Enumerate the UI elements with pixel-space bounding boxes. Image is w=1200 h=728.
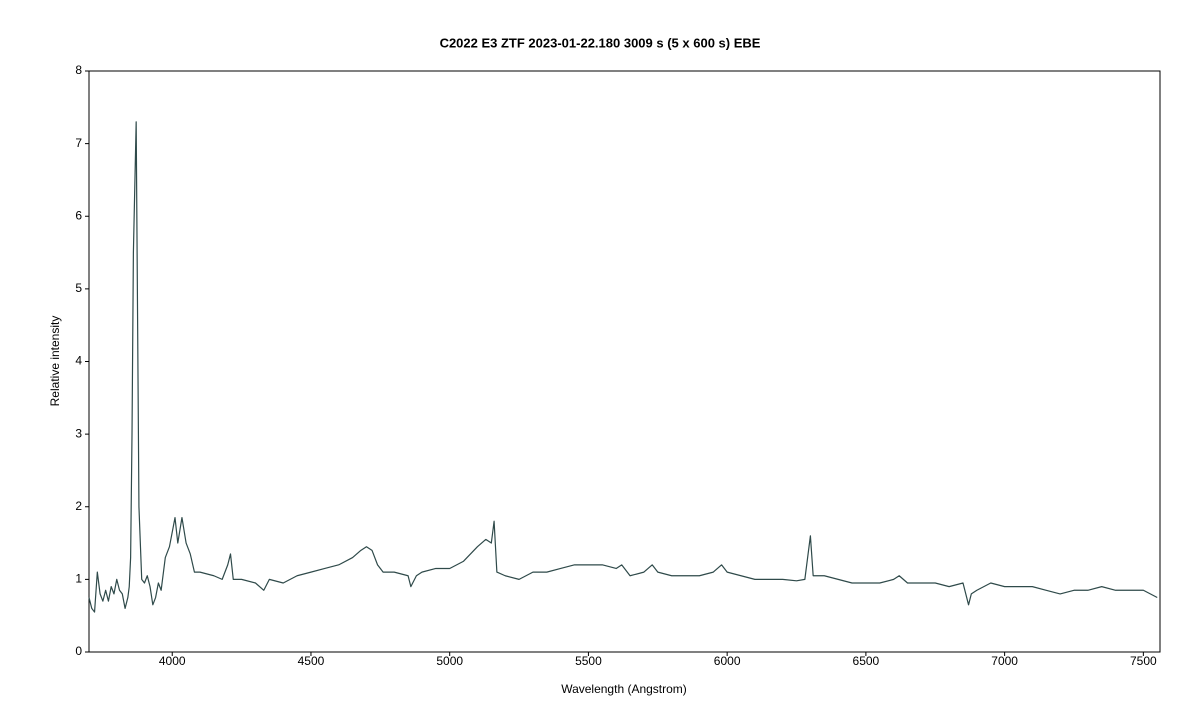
y-axis-label: Relative intensity (48, 316, 62, 407)
y-tick-label: 7 (75, 136, 82, 150)
y-tick-label: 6 (75, 208, 82, 222)
y-tick-label: 2 (75, 499, 82, 513)
y-tick-label: 8 (75, 63, 82, 77)
y-tick-label: 3 (75, 426, 82, 440)
spectrum-line (88, 121, 1158, 613)
x-tick-label: 6500 (853, 654, 880, 668)
x-axis-label: Wavelength (Angstrom) (561, 682, 687, 696)
x-tick-label: 6000 (714, 654, 741, 668)
y-tick-label: 4 (75, 354, 82, 368)
y-tick-label: 5 (75, 281, 82, 295)
x-tick-label: 5000 (436, 654, 463, 668)
x-tick-label: 4500 (298, 654, 325, 668)
y-tick-label: 0 (75, 644, 82, 658)
x-tick-label: 4000 (159, 654, 186, 668)
y-tick-label: 1 (75, 572, 82, 586)
x-tick-label: 7500 (1130, 654, 1157, 668)
x-tick-label: 5500 (575, 654, 602, 668)
chart-title: C2022 E3 ZTF 2023-01-22.180 3009 s (5 x … (440, 35, 761, 50)
x-tick-label: 7000 (991, 654, 1018, 668)
plot-frame (88, 70, 1161, 653)
